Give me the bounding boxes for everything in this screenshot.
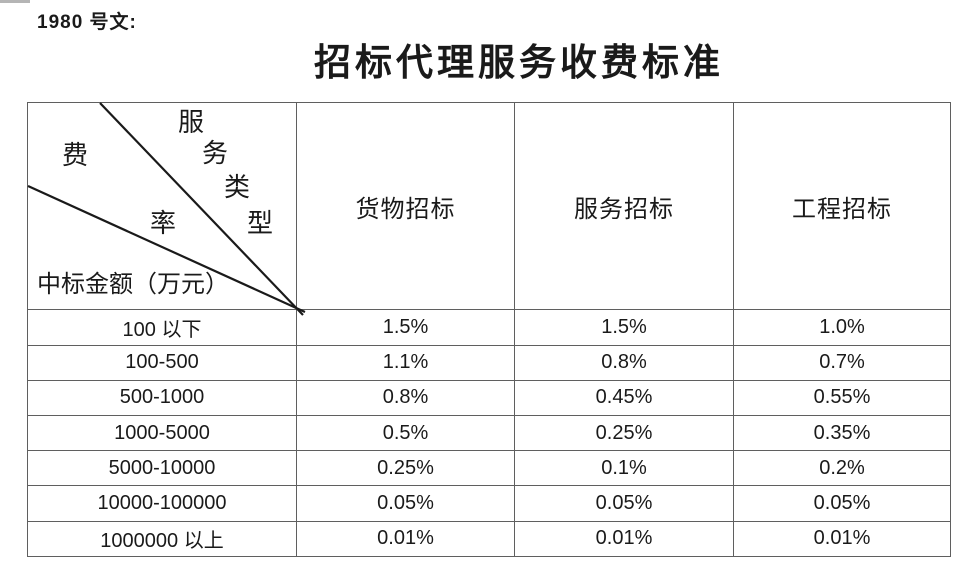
goods-rate-cell: 0.5%: [296, 415, 515, 452]
diagonal-corner-cell: 服 务 类 型 费 率 中标金额（万元）: [27, 101, 306, 316]
goods-rate-cell: 0.05%: [296, 485, 515, 522]
fee-table: 服 务 类 型 费 率 中标金额（万元） 货物招标 服务招标 工程招标 100 …: [27, 101, 951, 558]
corner-label-service-type-char: 务: [202, 139, 229, 168]
engineering-rate-cell: 0.2%: [733, 450, 951, 487]
goods-rate-cell: 1.5%: [296, 309, 515, 346]
table-row: 500-1000 0.8% 0.45% 0.55%: [27, 379, 951, 417]
corner-label-amount: 中标金额（万元）: [37, 272, 229, 298]
engineering-rate-cell: 0.35%: [733, 415, 951, 452]
services-rate-cell: 0.8%: [514, 344, 734, 381]
table-row: 100-500 1.1% 0.8% 0.7%: [27, 344, 951, 381]
amount-range-cell: 1000000 以上: [27, 520, 297, 558]
corner-label-service-type-char: 类: [224, 173, 251, 202]
services-rate-cell: 0.45%: [514, 379, 734, 417]
corner-label-rate-char: 费: [62, 141, 89, 170]
table-row: 10000-100000 0.05% 0.05% 0.05%: [27, 485, 951, 522]
table-row: 5000-10000 0.25% 0.1% 0.2%: [27, 450, 951, 487]
services-rate-cell: 0.05%: [514, 485, 734, 522]
column-header-services: 服务招标: [514, 101, 734, 311]
services-rate-cell: 0.25%: [514, 415, 734, 452]
column-header-goods: 货物招标: [296, 101, 515, 311]
page-edge-artifact: [0, 0, 30, 3]
engineering-rate-cell: 1.0%: [733, 309, 951, 346]
engineering-rate-cell: 0.01%: [733, 520, 951, 558]
header-row: 服 务 类 型 费 率 中标金额（万元） 货物招标 服务招标 工程招标: [27, 101, 951, 316]
goods-rate-cell: 0.01%: [296, 520, 515, 558]
amount-range-cell: 5000-10000: [27, 450, 297, 487]
amount-range-cell: 100 以下: [27, 309, 297, 346]
corner-label-service-type-char: 型: [247, 209, 274, 238]
table-row: 100 以下 1.5% 1.5% 1.0%: [27, 309, 951, 346]
doc-number-label: 1980 号文:: [37, 12, 137, 33]
goods-rate-cell: 0.8%: [296, 379, 515, 417]
engineering-rate-cell: 0.7%: [733, 344, 951, 381]
corner-label-rate-char: 率: [150, 209, 177, 238]
page-title: 招标代理服务收费标准: [314, 43, 724, 84]
services-rate-cell: 0.01%: [514, 520, 734, 558]
services-rate-cell: 1.5%: [514, 309, 734, 346]
table-row: 1000-5000 0.5% 0.25% 0.35%: [27, 415, 951, 452]
engineering-rate-cell: 0.05%: [733, 485, 951, 522]
amount-range-cell: 100-500: [27, 344, 297, 381]
table-row: 1000000 以上 0.01% 0.01% 0.01%: [27, 520, 951, 558]
amount-range-cell: 500-1000: [27, 379, 297, 417]
amount-range-cell: 10000-100000: [27, 485, 297, 522]
engineering-rate-cell: 0.55%: [733, 379, 951, 417]
amount-range-cell: 1000-5000: [27, 415, 297, 452]
column-header-engineering: 工程招标: [733, 101, 951, 311]
goods-rate-cell: 0.25%: [296, 450, 515, 487]
corner-label-service-type-char: 服: [178, 108, 205, 137]
goods-rate-cell: 1.1%: [296, 344, 515, 381]
diagonal-split-lines: [27, 102, 306, 316]
services-rate-cell: 0.1%: [514, 450, 734, 487]
fee-standard-table: 服 务 类 型 费 率 中标金额（万元） 货物招标 服务招标 工程招标 100 …: [27, 101, 951, 558]
